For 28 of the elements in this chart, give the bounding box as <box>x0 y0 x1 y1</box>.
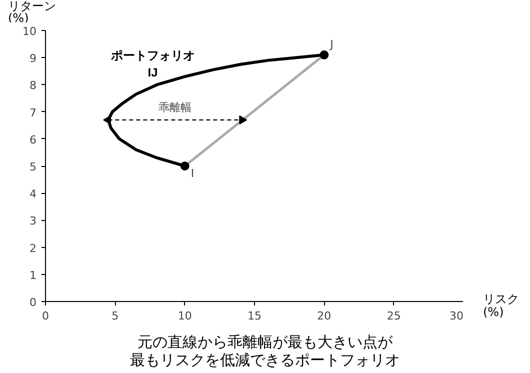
x-tick-label: 5 <box>112 310 119 322</box>
series-label: ポートフォリオ IJ <box>110 48 195 80</box>
text: 元の直線から乖離幅が最も大きい点が <box>138 333 392 351</box>
x-tick-label: 25 <box>386 310 401 322</box>
y-tick-label: 0 <box>30 296 36 309</box>
y-tick-label: 2 <box>30 242 36 255</box>
x-tick-label: 15 <box>248 310 262 322</box>
y-tick-label: 9 <box>30 52 36 66</box>
y-axis-title: リターン (%) <box>8 0 56 25</box>
y-tick-label: 4 <box>30 188 36 201</box>
x-axis-title: リスク (%) <box>483 292 519 319</box>
y-tick-label: 6 <box>30 133 36 146</box>
x-tick-label: 0 <box>42 310 49 322</box>
point <box>320 50 329 60</box>
y-tick-label: 7 <box>30 106 36 120</box>
y-tick-label: 5 <box>30 160 36 174</box>
point <box>180 162 190 170</box>
x-tick-label: 30 <box>450 310 464 322</box>
x-tick-label: 10 <box>178 310 192 322</box>
y-tick-label: 3 <box>30 214 36 228</box>
text: 最もリスクを低減できるポートフォリオ <box>130 351 400 369</box>
x-tick-label: 20 <box>317 310 332 322</box>
annotation: I <box>190 167 194 180</box>
y-tick-label: 10 <box>22 25 37 38</box>
y-tick-label: 8 <box>30 79 36 92</box>
y-tick-label: 1 <box>30 268 36 282</box>
annotation: J <box>329 38 334 51</box>
annotation: 乖離幅 <box>158 100 192 114</box>
